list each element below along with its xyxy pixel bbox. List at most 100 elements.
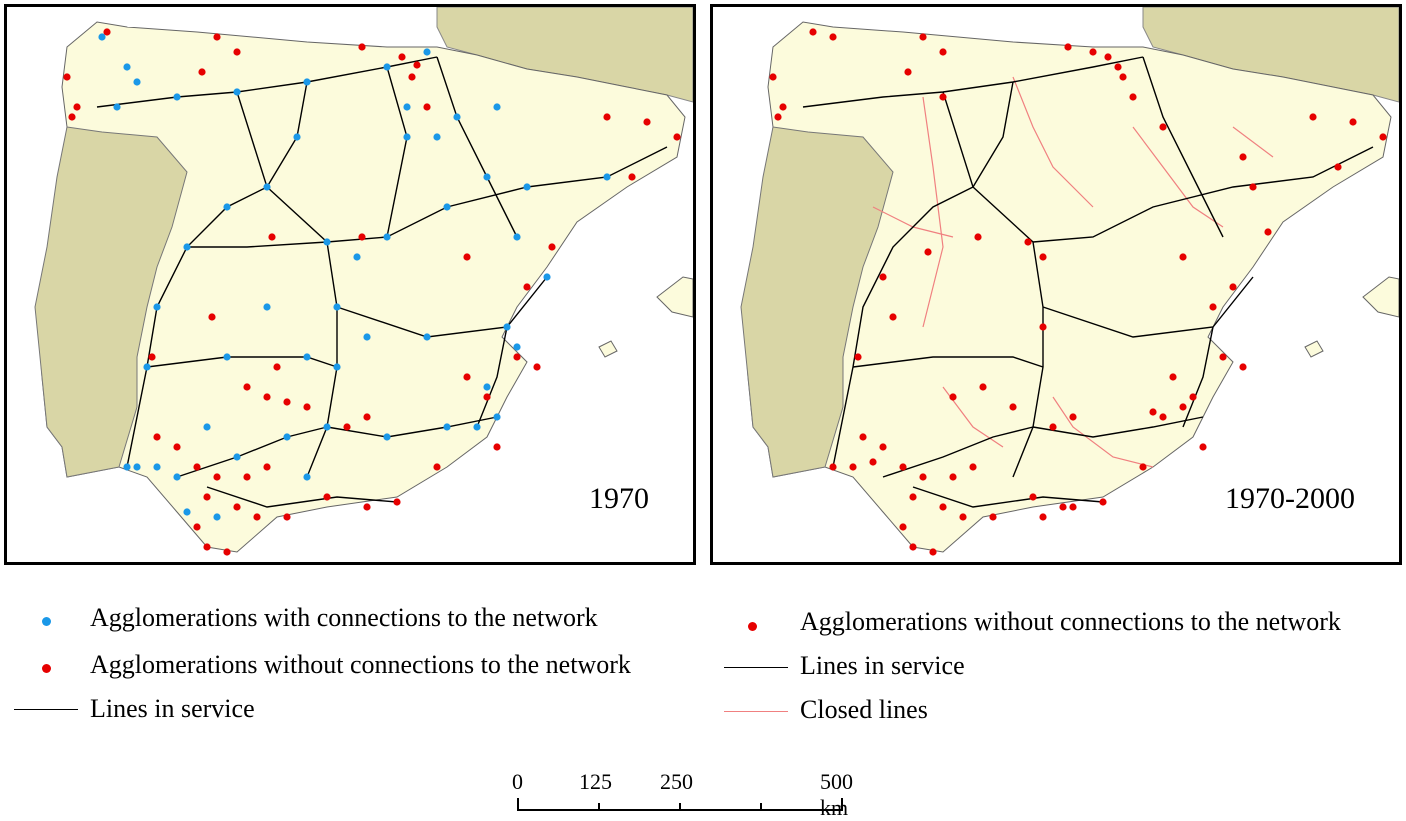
portugal-area (34, 126, 188, 478)
connected-agglomeration-dot (173, 473, 181, 481)
unconnected-agglomeration-dot (889, 313, 897, 321)
connected-agglomeration-dot (513, 343, 521, 351)
connected-agglomeration-dot (603, 173, 611, 181)
unconnected-agglomeration-dot (463, 373, 471, 381)
unconnected-agglomeration-dot (273, 363, 281, 371)
connected-agglomeration-dot (133, 78, 141, 86)
unconnected-agglomeration-dot (1069, 503, 1077, 511)
unconnected-agglomeration-dot (1064, 43, 1072, 51)
unconnected-agglomeration-dot (1349, 118, 1357, 126)
unconnected-agglomeration-dot (523, 283, 531, 291)
unconnected-agglomeration-dot (208, 313, 216, 321)
unconnected-agglomeration-dot (1009, 403, 1017, 411)
map-1970-2000 (713, 7, 1399, 562)
black-line-icon (14, 709, 78, 710)
connected-agglomeration-dot (183, 243, 191, 251)
connected-agglomeration-dot (333, 363, 341, 371)
unconnected-agglomeration-dot (233, 48, 241, 56)
unconnected-agglomeration-dot (1069, 413, 1077, 421)
unconnected-agglomeration-dot (854, 353, 862, 361)
unconnected-agglomeration-dot (1159, 123, 1167, 131)
connected-agglomeration-dot (303, 353, 311, 361)
unconnected-agglomeration-dot (989, 513, 997, 521)
connected-agglomeration-dot (443, 203, 451, 211)
connected-agglomeration-dot (423, 48, 431, 56)
connected-agglomeration-dot (473, 423, 481, 431)
unconnected-agglomeration-dot (243, 473, 251, 481)
unconnected-agglomeration-dot (969, 463, 977, 471)
connected-agglomeration-dot (213, 513, 221, 521)
unconnected-agglomeration-dot (1379, 133, 1387, 141)
unconnected-agglomeration-dot (73, 103, 81, 111)
unconnected-agglomeration-dot (363, 503, 371, 511)
unconnected-agglomeration-dot (433, 463, 441, 471)
connected-agglomeration-dot (113, 103, 121, 111)
legend-1970-2000: Agglomerations without connections to th… (710, 607, 1406, 737)
unconnected-agglomeration-dot (413, 61, 421, 69)
unconnected-agglomeration-dot (193, 523, 201, 531)
pink-line-icon (724, 711, 788, 712)
unconnected-agglomeration-dot (253, 513, 261, 521)
legend-1970: Agglomerations with connections to the n… (0, 600, 700, 730)
connected-agglomeration-dot (433, 133, 441, 141)
unconnected-agglomeration-dot (1219, 353, 1227, 361)
unconnected-agglomeration-dot (959, 513, 967, 521)
unconnected-agglomeration-dot (929, 548, 937, 556)
unconnected-agglomeration-dot (1029, 493, 1037, 501)
unconnected-agglomeration-dot (779, 103, 787, 111)
unconnected-agglomeration-dot (148, 353, 156, 361)
unconnected-agglomeration-dot (363, 413, 371, 421)
connected-agglomeration-dot (423, 333, 431, 341)
unconnected-agglomeration-dot (548, 243, 556, 251)
unconnected-agglomeration-dot (673, 133, 681, 141)
unconnected-agglomeration-dot (909, 543, 917, 551)
map-1970 (7, 7, 693, 562)
unconnected-agglomeration-dot (899, 463, 907, 471)
unconnected-agglomeration-dot (1159, 413, 1167, 421)
connected-agglomeration-dot (323, 238, 331, 246)
connected-agglomeration-dot (233, 88, 241, 96)
unconnected-agglomeration-dot (809, 28, 817, 36)
unconnected-agglomeration-dot (463, 253, 471, 261)
unconnected-agglomeration-dot (879, 273, 887, 281)
unconnected-agglomeration-dot (919, 473, 927, 481)
unconnected-agglomeration-dot (869, 458, 877, 466)
connected-agglomeration-dot (383, 63, 391, 71)
unconnected-agglomeration-dot (1129, 93, 1137, 101)
unconnected-agglomeration-dot (68, 113, 76, 121)
unconnected-agglomeration-dot (628, 173, 636, 181)
unconnected-agglomeration-dot (263, 393, 271, 401)
connected-agglomeration-dot (263, 303, 271, 311)
unconnected-agglomeration-dot (769, 73, 777, 81)
unconnected-agglomeration-dot (1104, 53, 1112, 61)
unconnected-agglomeration-dot (1024, 238, 1032, 246)
unconnected-agglomeration-dot (283, 398, 291, 406)
rail-lines (802, 56, 1374, 508)
unconnected-agglomeration-dot (263, 463, 271, 471)
unconnected-agglomeration-dot (1099, 498, 1107, 506)
unconnected-agglomeration-dot (939, 503, 947, 511)
unconnected-agglomeration-dot (423, 103, 431, 111)
connected-agglomeration-dot (483, 383, 491, 391)
connected-agglomeration-dot (183, 508, 191, 516)
unconnected-agglomeration-dot (213, 33, 221, 41)
year-label-1970: 1970 (589, 482, 649, 515)
unconnected-agglomeration-dot (513, 353, 521, 361)
connected-agglomeration-dot (443, 423, 451, 431)
connected-agglomeration-dot (453, 113, 461, 121)
unconnected-agglomeration-dot (1209, 303, 1217, 311)
unconnected-agglomeration-dot (243, 383, 251, 391)
unconnected-agglomeration-dot (949, 473, 957, 481)
connected-agglomeration-dot (263, 183, 271, 191)
unconnected-agglomeration-dot (198, 68, 206, 76)
connected-agglomeration-dot (233, 453, 241, 461)
black-line-icon (724, 667, 788, 668)
unconnected-agglomeration-dot (343, 423, 351, 431)
unconnected-agglomeration-dot (1334, 163, 1342, 171)
unconnected-agglomeration-dot (949, 393, 957, 401)
unconnected-agglomeration-dot (323, 493, 331, 501)
unconnected-agglomeration-dot (1039, 253, 1047, 261)
ibiza (598, 340, 618, 358)
unconnected-agglomeration-dot (1119, 73, 1127, 81)
connected-agglomeration-dot (383, 233, 391, 241)
